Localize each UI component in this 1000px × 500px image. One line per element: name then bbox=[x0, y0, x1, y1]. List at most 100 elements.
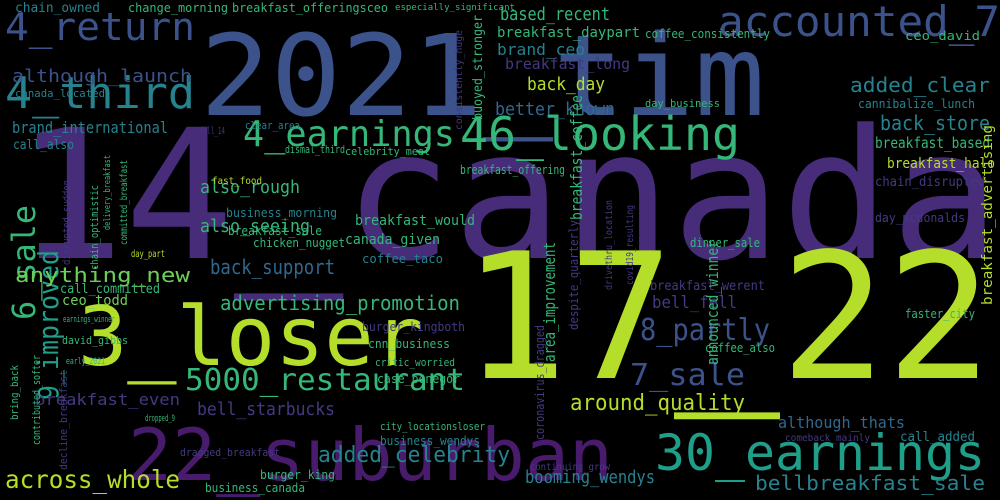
cloud-word: back_store bbox=[880, 111, 990, 135]
cloud-word: delivery_breakfast bbox=[103, 155, 113, 230]
cloud-word: added_clear bbox=[850, 73, 990, 97]
cloud-word: breakfast_offering bbox=[460, 163, 565, 177]
cloud-word: 22_suburban bbox=[128, 413, 613, 497]
cloud-word: breakfast_daypart bbox=[497, 25, 640, 41]
cloud-word: change_morning bbox=[128, 1, 228, 15]
cloud-word: day_part bbox=[131, 249, 165, 260]
cloud-word: consistently_huge bbox=[454, 30, 465, 130]
cloud-word: area_improvement bbox=[540, 242, 559, 362]
cloud-word: better_known bbox=[495, 99, 615, 120]
cloud-word: 6_sale bbox=[5, 205, 43, 320]
cloud-word: cannibalize_lunch bbox=[858, 97, 975, 111]
cloud-word: chain_disrupted bbox=[875, 175, 985, 190]
cloud-word: chicken_nugget bbox=[253, 236, 345, 250]
cloud-word: fell_14 bbox=[200, 126, 225, 137]
cloud-word: chain_owned bbox=[15, 1, 100, 16]
cloud-word: bell_fell bbox=[652, 293, 737, 313]
cloud-word: canada_located bbox=[15, 87, 105, 100]
cloud-word: 14_canada bbox=[15, 92, 1000, 301]
cloud-word: around_quality bbox=[570, 391, 745, 416]
cloud-word: business_canada bbox=[205, 481, 305, 495]
cloud-word: breakfast_offeringsceo bbox=[232, 1, 388, 15]
cloud-word: contributed_softer bbox=[30, 355, 43, 445]
cloud-word: coronavirus_dragged bbox=[533, 325, 547, 440]
cloud-word: 4_return bbox=[5, 5, 195, 50]
cloud-word: comeback_mainly bbox=[785, 433, 870, 444]
cloud-word: drivethru_location bbox=[604, 200, 615, 290]
cloud-word: 8_partly bbox=[640, 313, 770, 348]
cloud-word: burger_kingboth bbox=[362, 320, 465, 334]
cloud-word: critic_worried bbox=[375, 356, 455, 369]
cloud-word: brand_international bbox=[12, 118, 168, 137]
cloud-word: brand_ceo bbox=[497, 40, 585, 59]
cloud-word: continuing_grow bbox=[530, 462, 611, 473]
cloud-word: breakfast_coffee bbox=[567, 95, 586, 220]
cloud-word: coffee_also bbox=[705, 341, 775, 355]
cloud-word: business_wendys bbox=[380, 434, 480, 448]
cloud-word: 4_earnings bbox=[243, 114, 455, 155]
cloud-word: call_committed bbox=[60, 282, 160, 297]
cloud-word: chain_optimistic bbox=[88, 185, 101, 270]
cloud-word: cnn_business bbox=[368, 337, 450, 351]
cloud-word: dropped_9 bbox=[145, 414, 175, 424]
cloud-word: also_seeing bbox=[200, 216, 310, 237]
cloud-word: committed_breakfast bbox=[119, 160, 130, 245]
cloud-word: added_celebrity bbox=[318, 443, 510, 468]
cloud-word: based_recent bbox=[500, 4, 610, 25]
cloud-word: covid19_resulting bbox=[625, 205, 636, 285]
cloud-word: dragged_breakfast bbox=[180, 446, 280, 459]
cloud-word: breakfast_sale bbox=[228, 224, 322, 238]
cloud-word: 4_third bbox=[5, 68, 195, 119]
cloud-word: david_gibbs bbox=[62, 334, 128, 347]
cloud-word: canada_given bbox=[345, 232, 440, 248]
cloud-word: buoyed_stronger bbox=[471, 15, 486, 120]
cloud-word: disrupted_sudden bbox=[60, 180, 73, 265]
cloud-word: announced_winner bbox=[703, 240, 722, 365]
cloud-word: 2021_tim bbox=[200, 12, 765, 142]
cloud-word: dismal_third bbox=[285, 143, 345, 156]
cloud-word: across_whole bbox=[5, 465, 180, 494]
cloud-word: earnings_winner bbox=[63, 315, 115, 325]
cloud-word: coffee_consistently bbox=[645, 27, 770, 41]
cloud-word: anything_new bbox=[15, 263, 191, 287]
cloud-word: advertising_promotion bbox=[220, 291, 460, 315]
cloud-word: despite_quarterly bbox=[567, 220, 581, 330]
cloud-word: 3_loser bbox=[78, 290, 423, 385]
cloud-word: call_added bbox=[900, 430, 975, 445]
cloud-word: clear_area bbox=[245, 119, 300, 132]
cloud-word: breakfast_halo bbox=[887, 156, 995, 172]
cloud-word: city_locationsloser bbox=[380, 420, 485, 433]
cloud-word: breakfast_would bbox=[355, 213, 475, 229]
cloud-word: breakfast_long bbox=[505, 55, 630, 73]
cloud-word: especially_significant bbox=[395, 3, 515, 13]
cloud-word: breakfast_based bbox=[875, 134, 990, 152]
cloud-word: although_thats bbox=[778, 413, 905, 432]
cloud-word: decline_breakfast bbox=[57, 370, 70, 470]
cloud-word: 30_earnings bbox=[655, 424, 985, 482]
cloud-word: celebrity_meal bbox=[345, 145, 430, 158]
cloud-word: call_also bbox=[13, 138, 74, 153]
cloud-word: breakfast_advertising bbox=[980, 125, 996, 305]
cloud-word: fast_food bbox=[212, 176, 262, 187]
cloud-word: although_launch bbox=[12, 66, 192, 87]
cloud-word: burger_king bbox=[260, 468, 335, 482]
cloud-word: faster_city bbox=[905, 307, 975, 321]
cloud-word: booming_wendys bbox=[525, 467, 655, 488]
cloud-word: 7_sale bbox=[630, 358, 745, 393]
cloud-word: breakfast_werent bbox=[650, 279, 765, 294]
cloud-word: 5000_restaurant bbox=[185, 363, 465, 398]
cloud-word: back_support bbox=[210, 255, 335, 279]
cloud-word: back_day bbox=[527, 74, 605, 95]
cloud-word: day_business bbox=[645, 97, 720, 110]
cloud-word: bring_back bbox=[8, 365, 21, 420]
cloud-word: accounted_7 bbox=[718, 0, 1000, 46]
cloud-word: breakfast_even bbox=[35, 390, 180, 409]
cloud-word: case_penegor bbox=[377, 372, 460, 386]
cloud-word: coffee_taco bbox=[362, 252, 443, 266]
cloud-word: 17_22 bbox=[462, 217, 992, 420]
cloud-word: 9_improved bbox=[32, 250, 66, 400]
cloud-word: dinner_sale bbox=[690, 236, 760, 250]
